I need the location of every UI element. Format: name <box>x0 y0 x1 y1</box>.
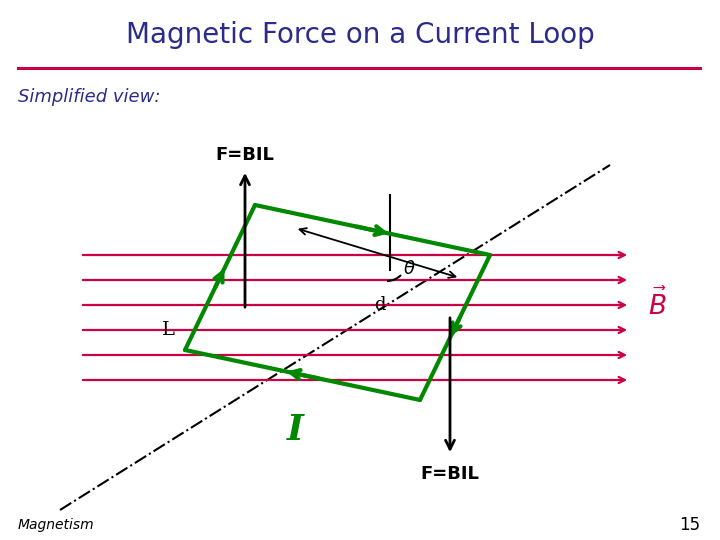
Text: F=BIL: F=BIL <box>215 146 274 164</box>
Text: I: I <box>287 413 303 447</box>
Text: $\theta$: $\theta$ <box>402 260 415 278</box>
Text: F=BIL: F=BIL <box>420 465 480 483</box>
Text: d: d <box>374 296 386 314</box>
Text: 15: 15 <box>679 516 700 534</box>
Text: Magnetism: Magnetism <box>18 518 94 532</box>
Text: $\vec{B}$: $\vec{B}$ <box>648 289 667 321</box>
Text: Magnetic Force on a Current Loop: Magnetic Force on a Current Loop <box>125 21 595 49</box>
Text: Simplified view:: Simplified view: <box>18 88 161 106</box>
Text: L: L <box>161 321 174 339</box>
